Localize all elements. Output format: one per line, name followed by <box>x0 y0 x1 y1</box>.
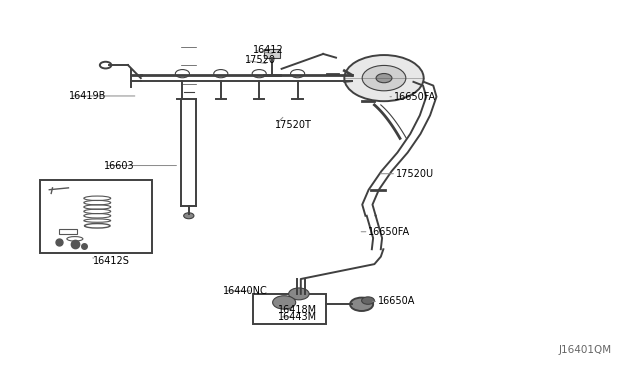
Bar <box>59 229 77 234</box>
Text: 16412S: 16412S <box>93 256 130 266</box>
Text: 16412: 16412 <box>253 45 284 55</box>
Text: 17520T: 17520T <box>275 120 312 129</box>
Circle shape <box>362 297 374 304</box>
Text: 16443M: 16443M <box>278 312 317 322</box>
Bar <box>264 49 280 58</box>
Text: 16650FA: 16650FA <box>368 227 410 237</box>
Text: 16418M: 16418M <box>278 305 317 314</box>
Circle shape <box>362 65 406 91</box>
Text: 16440NC: 16440NC <box>223 286 268 296</box>
Text: 16603: 16603 <box>104 161 134 170</box>
Text: 17520U: 17520U <box>396 169 434 179</box>
Text: 16650A: 16650A <box>378 296 415 306</box>
Text: 16650FA: 16650FA <box>394 92 436 102</box>
Text: 16419B: 16419B <box>69 91 106 101</box>
Circle shape <box>376 74 392 83</box>
Text: J16401QM: J16401QM <box>558 345 611 355</box>
Bar <box>253 294 326 324</box>
Text: 17520: 17520 <box>244 55 275 65</box>
Circle shape <box>344 55 424 101</box>
Bar <box>40 180 152 253</box>
Circle shape <box>350 298 373 311</box>
Circle shape <box>273 296 296 309</box>
Circle shape <box>184 213 194 219</box>
Circle shape <box>289 288 309 300</box>
